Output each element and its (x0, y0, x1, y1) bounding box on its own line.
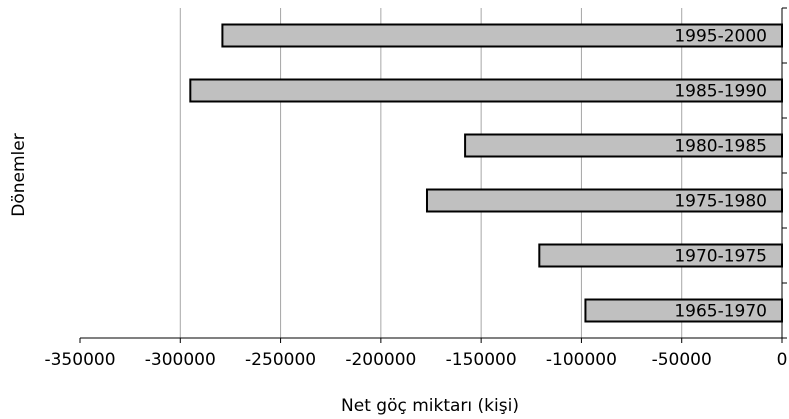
bar-labels: 1995-2000 1985-1990 1980-1985 1975-1980 1970… (674, 27, 767, 322)
bar-label: 1985-1990 (674, 82, 767, 102)
x-axis-title: Net göç miktarı (kişi) (341, 396, 519, 416)
x-tick-label: -50000 (652, 350, 712, 370)
x-tick-labels: -350000 -300000 -250000 -200000 -150000 -1000… (44, 350, 787, 370)
bar-label: 1980-1985 (674, 137, 767, 157)
bar-label: 1970-1975 (674, 247, 767, 267)
bar-label: 1965-1970 (674, 302, 767, 322)
gridlines (179, 8, 683, 338)
x-tick-label: -300000 (145, 350, 216, 370)
bar-label: 1995-2000 (674, 27, 767, 47)
axes (79, 7, 787, 343)
x-tick-label: 0 (777, 350, 788, 370)
x-tick-label: -200000 (345, 350, 416, 370)
bar-label: 1975-1980 (674, 192, 767, 212)
x-tick-label: -100000 (546, 350, 617, 370)
bars (189, 23, 784, 323)
y-axis-title: Dönemler (9, 133, 29, 216)
x-tick-label: -350000 (44, 350, 115, 370)
x-tick-label: -250000 (245, 350, 316, 370)
x-tick-label: -150000 (446, 350, 517, 370)
